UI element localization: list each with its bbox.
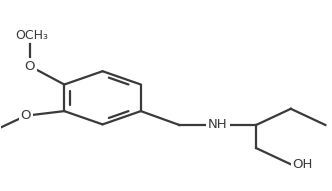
Text: NH: NH	[208, 118, 227, 131]
Text: OCH₃: OCH₃	[15, 29, 48, 42]
Text: O: O	[25, 60, 35, 73]
Text: OH: OH	[293, 158, 313, 171]
Text: O: O	[21, 109, 31, 122]
